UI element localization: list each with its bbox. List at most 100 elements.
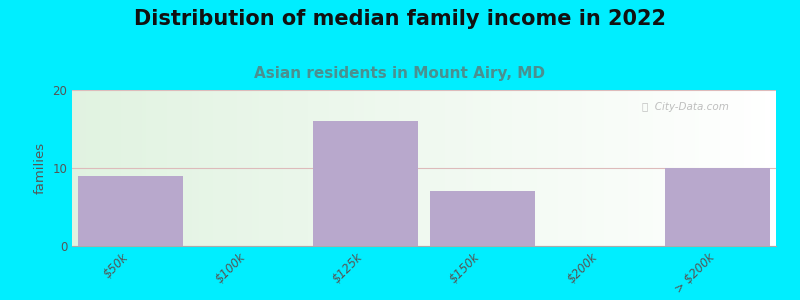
Bar (670, 90, 674, 246)
Bar (685, 90, 688, 246)
Bar (526, 90, 530, 246)
Bar (646, 90, 650, 246)
Bar (266, 90, 269, 246)
Bar (322, 90, 326, 246)
Bar (146, 90, 150, 246)
Bar (741, 90, 744, 246)
Bar (318, 90, 322, 246)
Bar (210, 90, 213, 246)
Bar (762, 90, 766, 246)
Bar (424, 90, 427, 246)
Bar (185, 90, 188, 246)
Bar (558, 90, 562, 246)
Bar (86, 90, 90, 246)
Bar (515, 90, 519, 246)
Bar (294, 90, 298, 246)
Bar (313, 121, 418, 246)
Bar (755, 90, 758, 246)
Text: Distribution of median family income in 2022: Distribution of median family income in … (134, 9, 666, 29)
Bar (494, 90, 498, 246)
Bar (273, 90, 276, 246)
Bar (135, 90, 139, 246)
Bar (378, 90, 382, 246)
Bar (396, 90, 399, 246)
Bar (452, 90, 456, 246)
Bar (72, 90, 75, 246)
Bar (386, 90, 389, 246)
Bar (430, 191, 535, 246)
Bar (466, 90, 470, 246)
Bar (107, 90, 110, 246)
Bar (192, 90, 195, 246)
Bar (470, 90, 474, 246)
Bar (716, 90, 720, 246)
Bar (178, 90, 181, 246)
Bar (734, 90, 738, 246)
Bar (665, 168, 770, 246)
Bar (650, 90, 653, 246)
Bar (104, 90, 107, 246)
Bar (509, 90, 512, 246)
Bar (656, 90, 660, 246)
Bar (371, 90, 374, 246)
Bar (533, 90, 537, 246)
Bar (170, 90, 174, 246)
Bar (128, 90, 132, 246)
Bar (456, 90, 459, 246)
Bar (442, 90, 445, 246)
Bar (280, 90, 283, 246)
Bar (751, 90, 755, 246)
Bar (248, 90, 251, 246)
Bar (262, 90, 266, 246)
Bar (392, 90, 396, 246)
Bar (695, 90, 698, 246)
Bar (311, 90, 315, 246)
Bar (484, 90, 487, 246)
Bar (434, 90, 438, 246)
Bar (491, 90, 494, 246)
Bar (597, 90, 600, 246)
Bar (354, 90, 357, 246)
Bar (333, 90, 336, 246)
Bar (688, 90, 691, 246)
Bar (213, 90, 216, 246)
Bar (90, 90, 93, 246)
Bar (562, 90, 565, 246)
Bar (276, 90, 280, 246)
Bar (713, 90, 716, 246)
Bar (610, 90, 614, 246)
Bar (114, 90, 118, 246)
Bar (522, 90, 526, 246)
Bar (498, 90, 502, 246)
Bar (167, 90, 170, 246)
Bar (142, 90, 146, 246)
Bar (586, 90, 590, 246)
Bar (220, 90, 223, 246)
Bar (339, 90, 343, 246)
Bar (304, 90, 308, 246)
Bar (625, 90, 628, 246)
Bar (125, 90, 128, 246)
Bar (660, 90, 663, 246)
Bar (255, 90, 258, 246)
Bar (769, 90, 773, 246)
Bar (290, 90, 294, 246)
Bar (477, 90, 480, 246)
Bar (502, 90, 505, 246)
Bar (706, 90, 709, 246)
Bar (720, 90, 723, 246)
Bar (286, 90, 290, 246)
Bar (301, 90, 304, 246)
Bar (223, 90, 227, 246)
Bar (410, 90, 414, 246)
Bar (726, 90, 730, 246)
Bar (132, 90, 135, 246)
Bar (181, 90, 185, 246)
Bar (449, 90, 452, 246)
Text: ⓘ  City-Data.com: ⓘ City-Data.com (642, 103, 729, 112)
Bar (75, 90, 79, 246)
Bar (78, 176, 183, 246)
Bar (568, 90, 572, 246)
Bar (82, 90, 86, 246)
Bar (618, 90, 621, 246)
